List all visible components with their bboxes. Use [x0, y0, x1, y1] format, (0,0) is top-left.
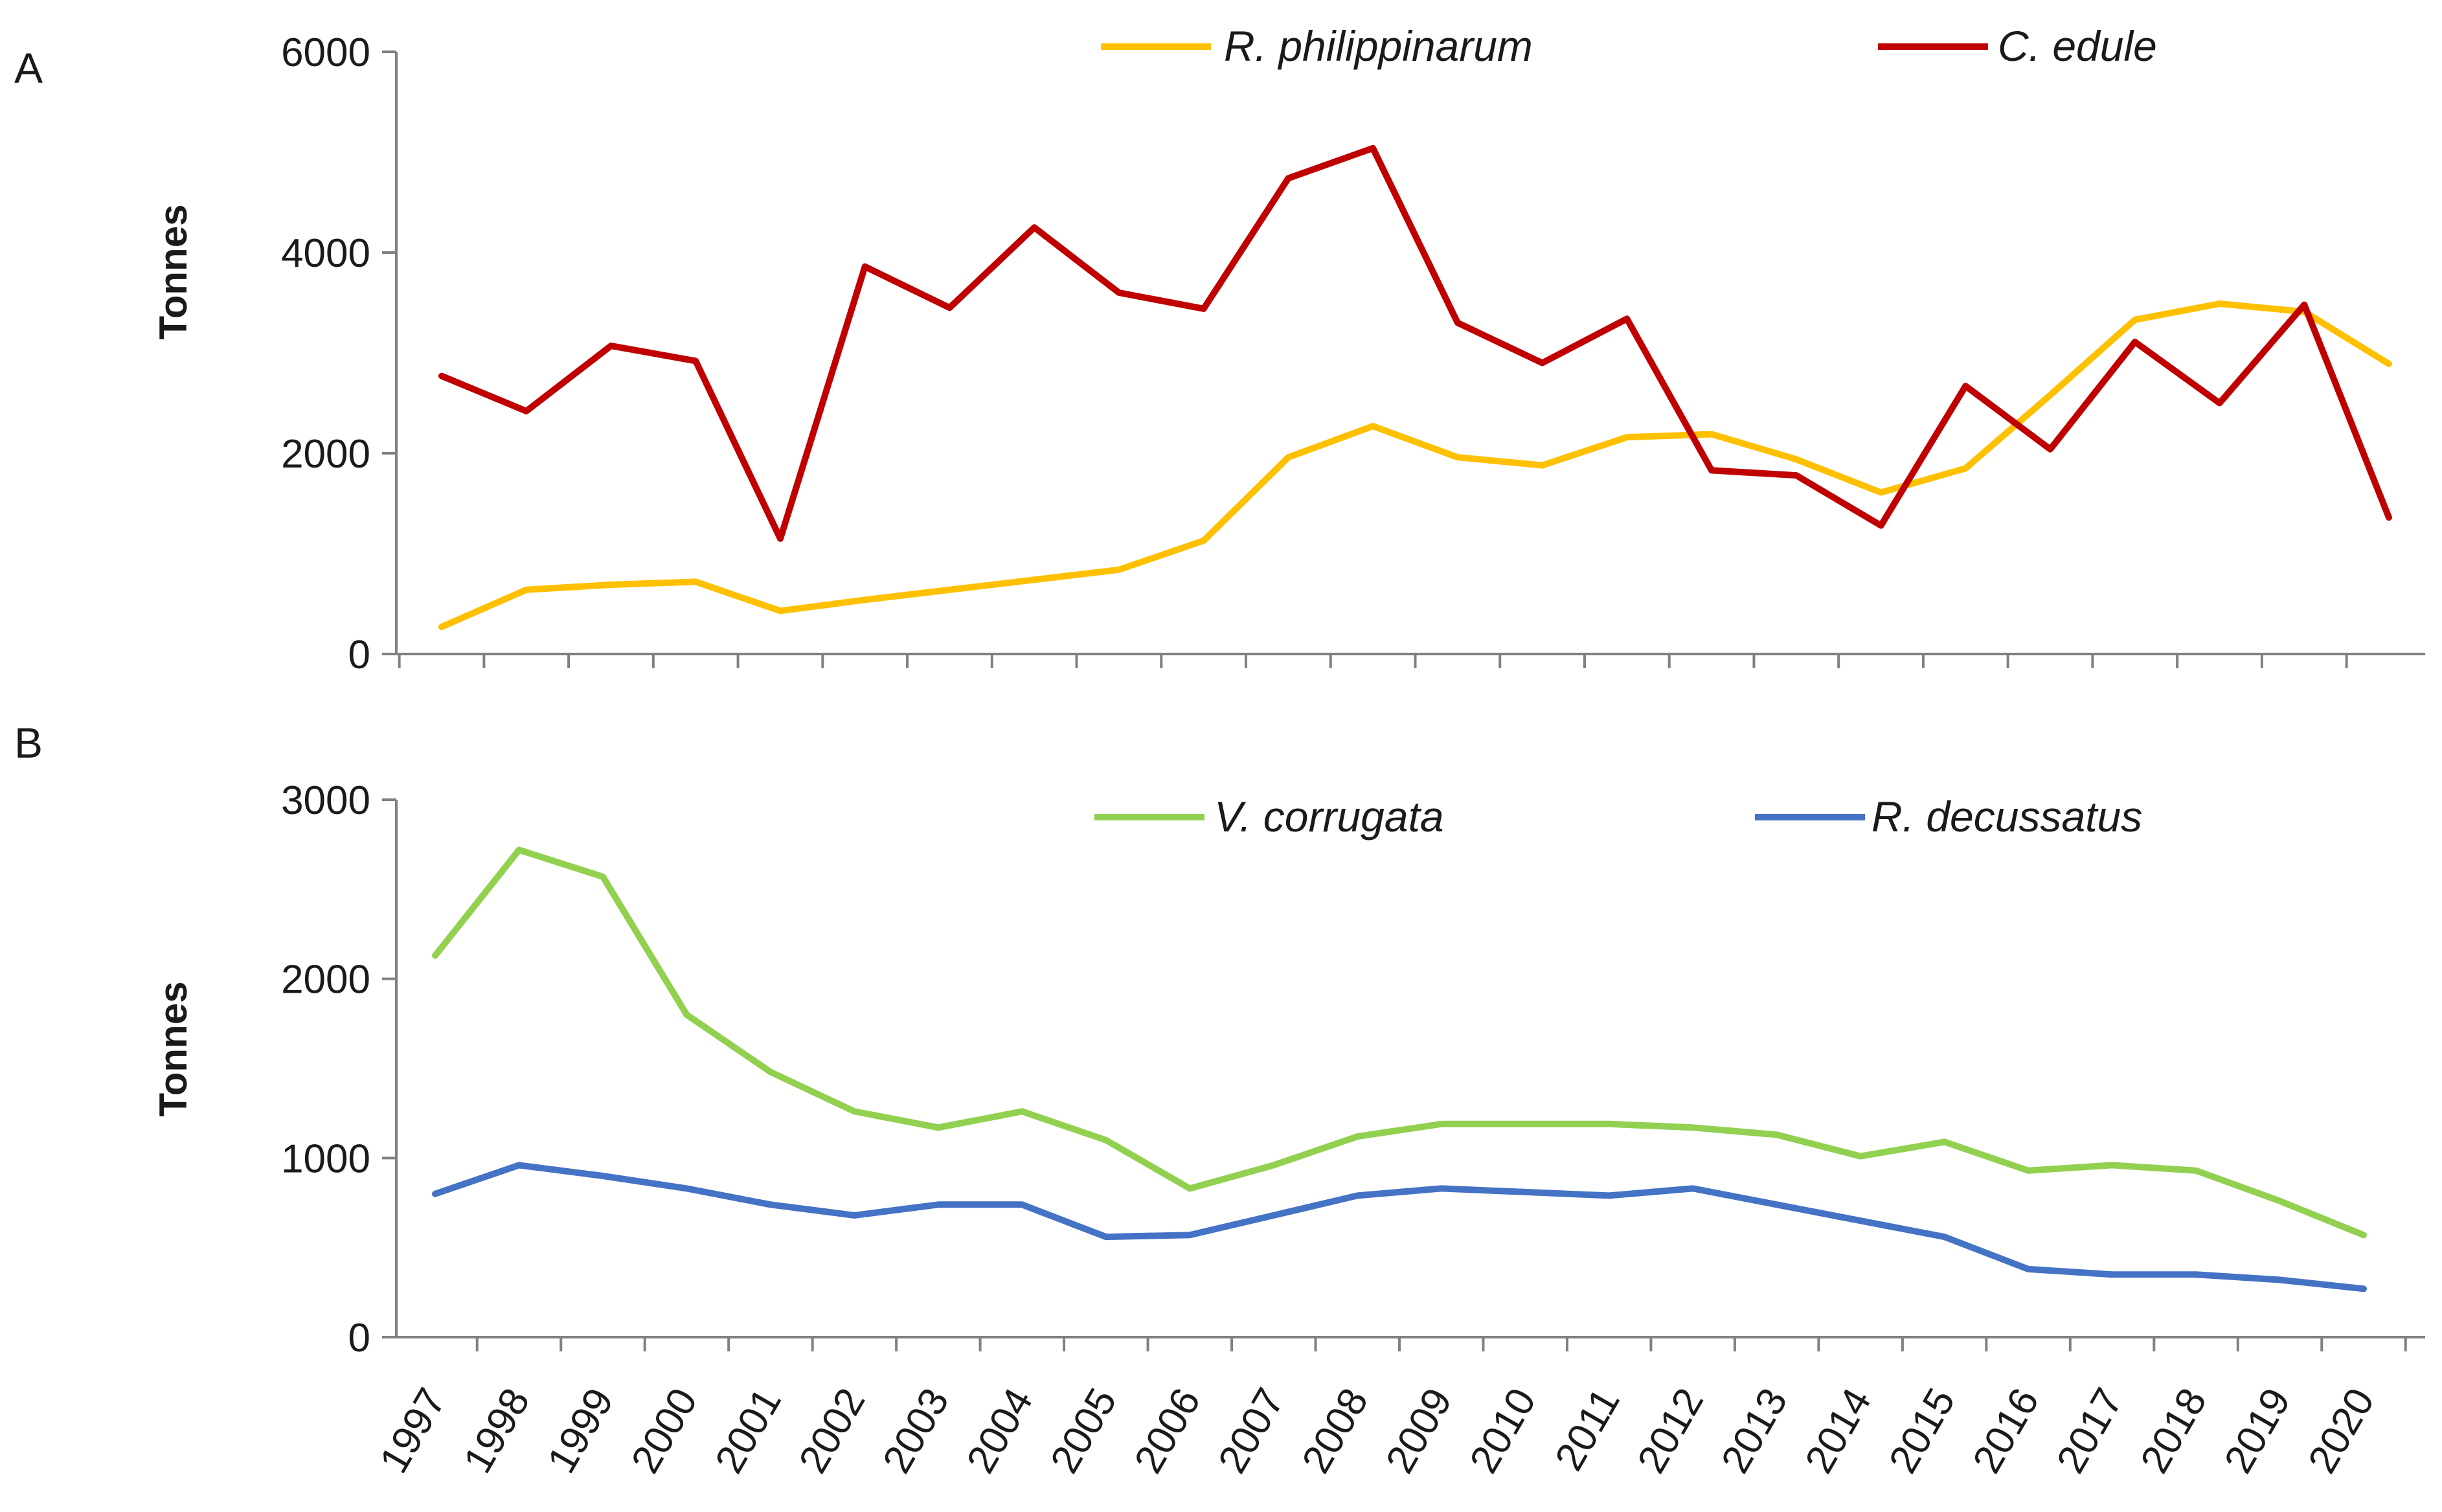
x-tick-label: 2002	[791, 1381, 874, 1481]
y-tick-label: 4000	[281, 231, 370, 276]
x-tick-label: 1997	[371, 1381, 455, 1481]
y-tick-label: 6000	[281, 30, 370, 75]
x-tick-label: 2015	[1881, 1381, 1964, 1481]
x-tick-label: 2019	[2216, 1381, 2300, 1481]
x-tick-label: 2001	[707, 1381, 790, 1481]
x-tick-label: 2007	[1210, 1381, 1293, 1481]
x-tick-label: 2012	[1629, 1381, 1713, 1481]
legend-label: R. philippinarum	[1224, 22, 1533, 70]
y-tick-label: 0	[348, 633, 370, 677]
x-tick-label: 2005	[1042, 1381, 1125, 1481]
x-tick-label: 2017	[2048, 1381, 2132, 1481]
x-tick-label: 2003	[874, 1381, 958, 1481]
x-tick-label: 2011	[1546, 1381, 1628, 1478]
x-tick-label: 2016	[1964, 1381, 2048, 1481]
legend-label: C. edule	[1998, 22, 2157, 70]
x-tick-label: 1998	[455, 1381, 539, 1481]
y-tick-label: 2000	[281, 432, 370, 477]
legend-label: R. decussatus	[1871, 793, 2142, 841]
y-tick-label: 2000	[281, 958, 370, 1002]
y-tick-label: 0	[348, 1316, 370, 1360]
series-line-c-edule	[438, 144, 2392, 542]
legend-label: V. corrugata	[1214, 793, 1444, 841]
x-tick-label: 2020	[2300, 1381, 2383, 1481]
x-tick-label: 2018	[2132, 1381, 2215, 1481]
x-tick-label: 2008	[1294, 1381, 1377, 1481]
x-tick-label: 1999	[539, 1381, 622, 1481]
series-line-r-philippinarum	[438, 300, 2392, 631]
panel-label: B	[14, 719, 43, 767]
y-tick-label: 1000	[281, 1136, 370, 1181]
x-tick-label: 2009	[1377, 1381, 1461, 1481]
x-tick-label: 2000	[623, 1381, 707, 1481]
series-line-v-corrugata	[432, 846, 2367, 1239]
series-line-r-decussatus	[432, 1162, 2367, 1292]
x-tick-label: 2004	[958, 1381, 1042, 1481]
panel-label: A	[14, 44, 43, 92]
x-tick-label: 2014	[1797, 1381, 1881, 1481]
x-tick-label: 2006	[1126, 1381, 1210, 1481]
panel-a: A Tonnes 0 2000 4000 6000 R. philippinarum C. e…	[14, 22, 2425, 677]
y-axis-title: Tonnes	[152, 205, 195, 340]
x-tick-label: 2010	[1462, 1381, 1545, 1481]
x-tick-label: 2013	[1713, 1381, 1796, 1481]
y-tick-label: 3000	[281, 778, 370, 823]
y-axis-title: Tonnes	[152, 982, 195, 1117]
